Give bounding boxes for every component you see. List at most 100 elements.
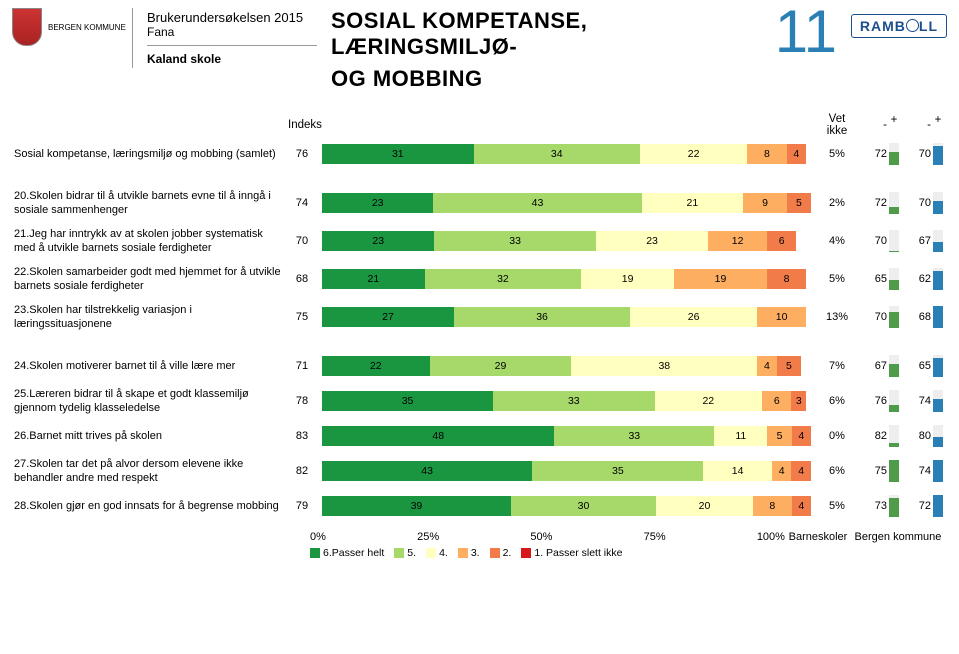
kommune-name: BERGEN KOMMUNE — [48, 23, 126, 32]
hdr-vet-ikke: Vet ikke — [817, 113, 857, 137]
color-legend: 6.Passer helt5.4.3.2.1. Passer slett ikk… — [310, 547, 785, 559]
comp2-bar — [933, 192, 943, 214]
legend-swatch — [426, 548, 436, 558]
district-name: Fana — [147, 25, 317, 39]
comp1-value: 70 — [857, 311, 889, 323]
bar-segment: 23 — [322, 231, 434, 251]
comp2-bar — [933, 143, 943, 165]
logo-block: BERGEN KOMMUNE — [12, 8, 132, 46]
bar-segment: 4 — [787, 144, 807, 164]
data-row: 24.Skolen motiverer barnet til å ville l… — [14, 355, 945, 377]
comp2-value: 70 — [901, 197, 933, 209]
bar-segment: 43 — [322, 461, 532, 481]
bar-segment: 12 — [708, 231, 767, 251]
indeks-value: 78 — [288, 395, 316, 407]
comp1-value: 70 — [857, 235, 889, 247]
survey-name: Brukerundersøkelsen 2015 — [147, 10, 317, 25]
comp1-bar — [889, 390, 899, 412]
bar-segment: 20 — [656, 496, 753, 516]
legend-swatch — [310, 548, 320, 558]
brand-badge: RAMBLL — [851, 14, 947, 38]
page-number: 11 — [761, 8, 851, 56]
legend-comp2: Bergen kommune — [855, 531, 942, 543]
bar-segment: 4 — [792, 496, 811, 516]
bar-segment: 33 — [554, 426, 714, 446]
bar-segment: 21 — [642, 193, 744, 213]
comp2-value: 70 — [901, 148, 933, 160]
indeks-value: 76 — [288, 148, 316, 160]
comp2-value: 62 — [901, 273, 933, 285]
data-row: 22.Skolen samarbeider godt med hjemmet f… — [14, 265, 945, 293]
indeks-value: 83 — [288, 430, 316, 442]
vet-ikke-value: 13% — [817, 311, 857, 323]
comp2-value: 65 — [901, 360, 933, 372]
legend-swatch — [490, 548, 500, 558]
school-name: Kaland skole — [147, 52, 317, 66]
bar-segment: 5 — [777, 356, 801, 376]
legend-item: 5. — [394, 547, 416, 559]
bar-segment: 10 — [757, 307, 806, 327]
stacked-bar: 35332263 — [322, 391, 811, 411]
bar-segment: 14 — [703, 461, 771, 481]
x-axis: 0%25%50%75%100% — [310, 531, 785, 543]
bar-segment: 5 — [767, 426, 791, 446]
legend-row: 0%25%50%75%100% 6.Passer helt5.4.3.2.1. … — [14, 531, 945, 559]
legend-item: 4. — [426, 547, 448, 559]
data-row: 28.Skolen gjør en god innsats for å begr… — [14, 495, 945, 517]
row-label: 24.Skolen motiverer barnet til å ville l… — [14, 359, 288, 373]
comp1-bar — [889, 425, 899, 447]
bar-segment: 9 — [743, 193, 787, 213]
bar-segment: 4 — [792, 426, 811, 446]
comparison-legend: Barneskoler Bergen kommune — [785, 531, 945, 543]
comp2-value: 72 — [901, 500, 933, 512]
legend-swatch — [458, 548, 468, 558]
bar-segment: 23 — [596, 231, 708, 251]
data-row: 26.Barnet mitt trives på skolen834833115… — [14, 425, 945, 447]
bar-segment: 19 — [581, 269, 674, 289]
bar-segment: 4 — [791, 461, 811, 481]
data-row: Sosial kompetanse, læringsmiljø og mobbi… — [14, 143, 945, 165]
meta-column: Brukerundersøkelsen 2015 Fana Kaland sko… — [132, 8, 331, 68]
comp2-value: 80 — [901, 430, 933, 442]
bar-segment: 6 — [767, 231, 796, 251]
bar-segment: 30 — [511, 496, 656, 516]
indeks-value: 70 — [288, 235, 316, 247]
crest-icon — [12, 8, 42, 46]
data-row: 25.Læreren bidrar til å skape et godt kl… — [14, 387, 945, 415]
row-label: Sosial kompetanse, læringsmiljø og mobbi… — [14, 147, 288, 161]
comp1-bar — [889, 143, 899, 165]
stacked-bar: 22293845 — [322, 356, 811, 376]
comp1-bar — [889, 306, 899, 328]
comp2-bar — [933, 230, 943, 252]
comp1-bar — [889, 495, 899, 517]
vet-ikke-value: 2% — [817, 197, 857, 209]
comp1-value: 82 — [857, 430, 889, 442]
comp2-value: 74 — [901, 465, 933, 477]
vet-ikke-value: 6% — [817, 395, 857, 407]
legend-item: 3. — [458, 547, 480, 559]
stacked-bar: 43351444 — [322, 461, 811, 481]
comp1-bar — [889, 355, 899, 377]
indeks-value: 68 — [288, 273, 316, 285]
column-headers: Indeks Vet ikke - + - + — [14, 113, 945, 137]
comp1-value: 73 — [857, 500, 889, 512]
bar-segment: 4 — [772, 461, 792, 481]
bar-segment: 29 — [430, 356, 572, 376]
comp1-value: 72 — [857, 197, 889, 209]
legend-swatch — [521, 548, 531, 558]
bar-segment: 31 — [322, 144, 474, 164]
comp2-bar — [933, 306, 943, 328]
title-line2: OG MOBBING — [331, 66, 761, 92]
bar-segment: 27 — [322, 307, 454, 327]
comp2-bar — [933, 495, 943, 517]
bar-segment: 6 — [762, 391, 791, 411]
bar-segment: 23 — [322, 193, 433, 213]
title-line1: SOSIAL KOMPETANSE, LÆRINGSMILJØ- — [331, 8, 761, 60]
vet-ikke-value: 6% — [817, 465, 857, 477]
bar-segment: 33 — [493, 391, 654, 411]
bar-segment: 35 — [532, 461, 703, 481]
comp2-bar — [933, 268, 943, 290]
hdr-plus2: + — [933, 114, 943, 136]
bar-segment: 22 — [655, 391, 763, 411]
row-label: 22.Skolen samarbeider godt med hjemmet f… — [14, 265, 288, 293]
